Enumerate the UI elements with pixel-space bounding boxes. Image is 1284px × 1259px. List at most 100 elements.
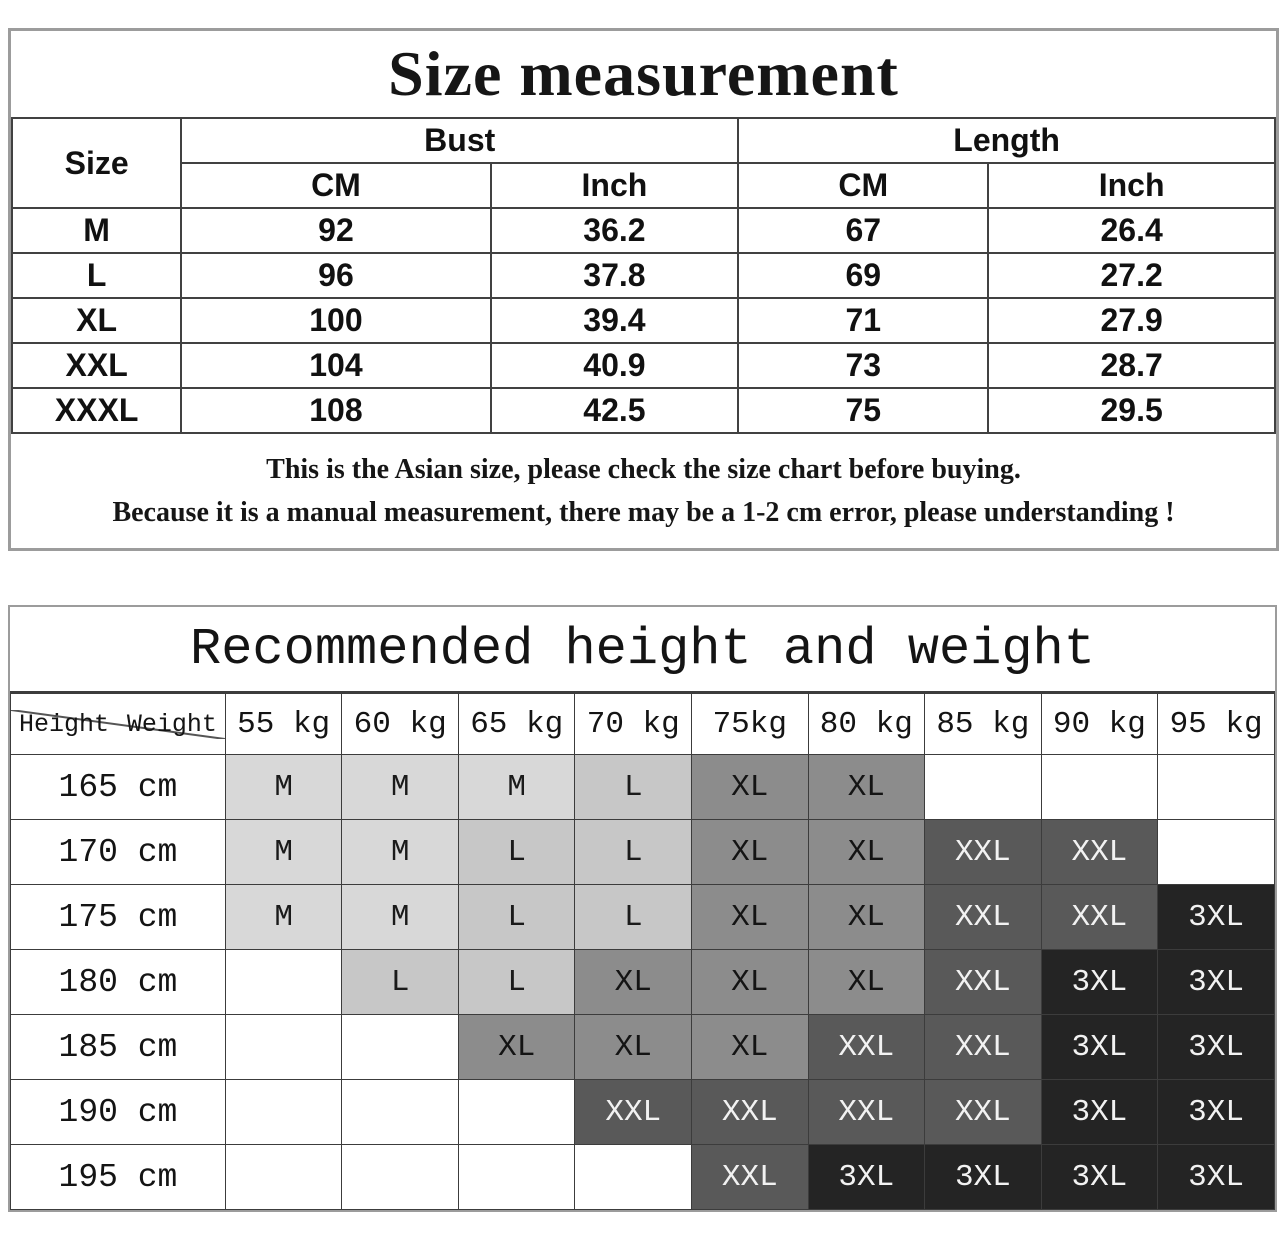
note-line-1: This is the Asian size, please check the… [266,453,1021,485]
corner-height-label: Height [19,709,110,739]
recommend-title-row: Recommended height and weight [10,607,1275,693]
size-table-row: L 96 37.8 69 27.2 [10,252,1276,299]
length-inch-value: 29.5 [987,387,1276,434]
size-cell: XL [574,949,693,1015]
size-cell: XXL [924,1079,1042,1145]
size-cell: XL [807,884,926,950]
size-cell: XL [807,949,926,1015]
length-inch-value: 26.4 [987,207,1276,254]
size-cell: XXL [1040,884,1159,950]
size-cell: M [341,754,459,820]
size-cell: M [341,819,459,885]
size-cell: XXL [691,1079,809,1145]
size-cell: L [457,819,576,885]
empty-cell [224,1079,343,1145]
size-cell: 3XL [1040,1079,1159,1145]
size-table-title-row: Size measurement [12,31,1275,119]
size-cell: XL [691,884,809,950]
weight-header: 60 kg [341,693,459,755]
size-column-header: Size [10,117,183,209]
height-label: 180 cm [10,949,226,1015]
size-cell: L [574,754,693,820]
weight-header: 80 kg [807,693,926,755]
length-cm-value: 69 [737,252,990,299]
size-cell: 3XL [1040,1014,1159,1080]
bust-cm-value: 92 [180,207,492,254]
weight-header: 75kg [691,693,809,755]
size-cell: XXL [807,1014,926,1080]
length-inch-header: Inch [987,162,1276,209]
size-cell: 3XL [1157,949,1275,1015]
length-cm-value: 67 [737,207,990,254]
size-cell: 3XL [1157,1079,1275,1145]
size-table-row: XL 100 39.4 71 27.9 [10,297,1276,344]
length-inch-value: 27.9 [987,297,1276,344]
recommend-row: 170 cm M M L L XL XL XXL XXL [10,819,1275,885]
size-label: XXL [10,342,183,389]
size-cell: 3XL [924,1144,1042,1210]
empty-cell [1157,819,1275,885]
size-cell: XXL [807,1079,926,1145]
length-cm-value: 75 [737,387,990,434]
size-cell: XL [691,1014,809,1080]
size-table-row: XXXL 108 42.5 75 29.5 [10,387,1276,434]
size-cell: XXL [1040,819,1159,885]
empty-cell [457,1144,576,1210]
size-cell: 3XL [807,1144,926,1210]
size-table-unit-header-row: CM Inch CM Inch [12,162,1276,209]
size-table-title-cell: Size measurement [12,31,1275,119]
size-cell: XL [574,1014,693,1080]
size-cell: M [224,754,343,820]
weight-header: 65 kg [457,693,576,755]
empty-cell [1157,754,1275,820]
size-cell: XL [457,1014,576,1080]
recommend-table-title: Recommended height and weight [190,619,1095,679]
recommend-table: Height Weight 55 kg 60 kg 65 kg 70 kg 75kg 80… [10,693,1275,1210]
size-measurement-section: Size measurement Size Bust Length CM Inc… [8,28,1279,551]
size-cell: 3XL [1040,1144,1159,1210]
empty-cell [457,1079,576,1145]
weight-header: 85 kg [924,693,1042,755]
size-table-note-row: This is the Asian size, please check the… [12,432,1275,548]
recommend-row: 185 cm XL XL XL XXL XXL 3XL 3XL [10,1014,1275,1080]
empty-cell [224,1144,343,1210]
recommend-row: 165 cm M M M L XL XL [10,754,1275,820]
bust-cm-value: 100 [180,297,492,344]
size-cell: XL [691,754,809,820]
size-cell: M [224,884,343,950]
bust-cm-value: 108 [180,387,492,434]
size-cell: XXL [924,884,1042,950]
size-cell: 3XL [1157,1144,1275,1210]
size-label: M [10,207,183,254]
size-label: L [10,252,183,299]
bust-inch-value: 40.9 [489,342,740,389]
size-measurement-table: Size measurement Size Bust Length CM Inc… [10,31,1276,548]
size-cell: M [224,819,343,885]
corner-inner: Height Weight [11,709,225,739]
bust-cm-value: 96 [180,252,492,299]
corner-weight-label: Weight [126,709,217,739]
size-cell: XXL [924,1014,1042,1080]
size-cell: L [457,949,576,1015]
size-cell: L [574,819,693,885]
weight-header: 70 kg [574,693,693,755]
size-cell: XL [807,819,926,885]
weight-header: 55 kg [224,693,343,755]
size-cell: XL [807,754,926,820]
bust-cm-header: CM [180,162,492,209]
bust-group-header: Bust [180,117,740,164]
size-cell: L [341,949,459,1015]
bust-inch-value: 37.8 [489,252,740,299]
empty-cell [224,949,343,1015]
height-label: 170 cm [10,819,226,885]
size-cell: XL [691,949,809,1015]
size-table-row: XXL 104 40.9 73 28.7 [10,342,1276,389]
bust-inch-value: 39.4 [489,297,740,344]
length-cm-value: 71 [737,297,990,344]
size-cell: M [457,754,576,820]
bust-inch-header: Inch [489,162,740,209]
length-inch-value: 28.7 [987,342,1276,389]
empty-cell [924,754,1042,820]
size-cell: M [341,884,459,950]
